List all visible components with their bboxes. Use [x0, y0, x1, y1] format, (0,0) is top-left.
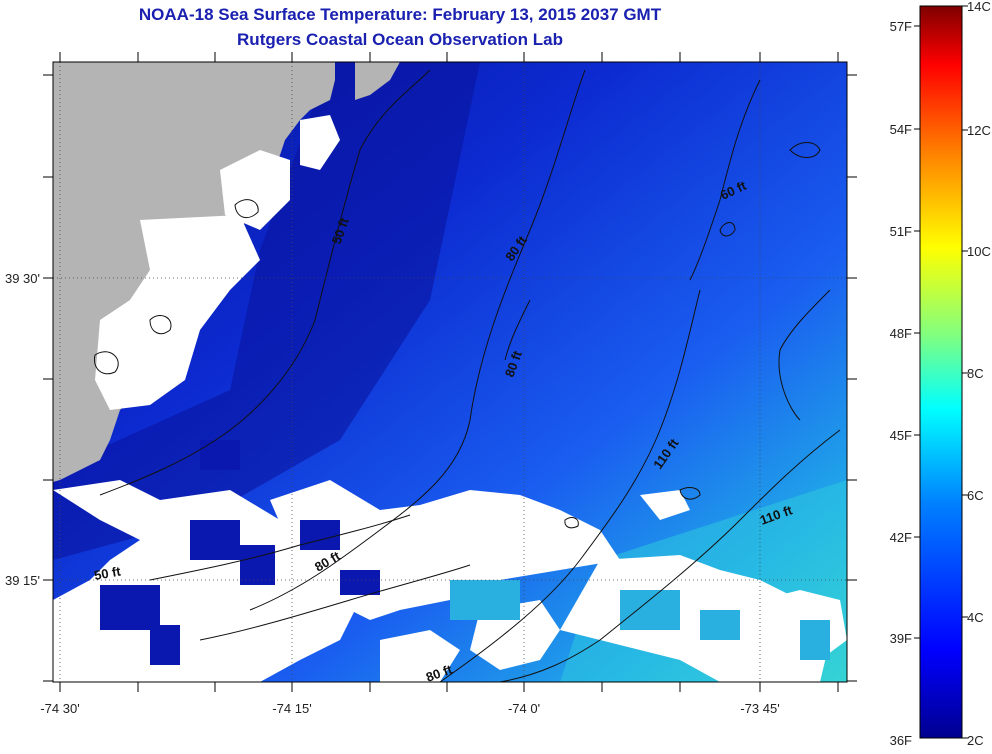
- land-fragment: [355, 62, 400, 100]
- x-tick-label: -74 0': [508, 701, 540, 716]
- colorbar-c-label: 2C: [967, 733, 984, 748]
- colorbar-gradient: [919, 5, 963, 739]
- x-tick-label: -74 30': [40, 701, 79, 716]
- map-title: NOAA-18 Sea Surface Temperature: Februar…: [138, 5, 662, 24]
- colorbar-f-label: 39F: [890, 631, 912, 646]
- map-frame: [52, 61, 848, 683]
- contour-label: 50 ft: [93, 563, 123, 583]
- graticule: [53, 62, 847, 682]
- colorbar-c-label: 12C: [967, 123, 991, 138]
- warm-pixel-patches: [450, 580, 830, 660]
- y-tick-label: 39 30': [5, 271, 40, 286]
- colorbar-f-label: 45F: [890, 428, 912, 443]
- map-subtitle: Rutgers Coastal Ocean Observation Lab: [237, 30, 563, 49]
- colorbar-c-label: 4C: [967, 610, 984, 625]
- water-pixel-patches: [100, 440, 380, 665]
- map-area: 50 ft 80 ft 80 ft 60 ft 110 ft 110 ft 80…: [53, 62, 847, 682]
- colorbar-f-label: 42F: [890, 530, 912, 545]
- x-tick-label: -73 45': [740, 701, 779, 716]
- colorbar-c-label: 10C: [967, 244, 991, 259]
- colorbar-c-label: 8C: [967, 366, 984, 381]
- colorbar-f-label: 48F: [890, 326, 912, 341]
- colorbar-f-label: 54F: [890, 122, 912, 137]
- colorbar-c-label: 6C: [967, 488, 984, 503]
- colorbar-c-label: 14C: [967, 0, 991, 14]
- colorbar: 57F 54F 51F 48F 45F 42F 39F 36F 14C 12C …: [890, 0, 991, 748]
- bathymetry-contours: [93, 69, 841, 682]
- colorbar-f-label: 57F: [890, 19, 912, 34]
- colorbar-f-label: 36F: [890, 733, 912, 748]
- colorbar-f-label: 51F: [890, 224, 912, 239]
- axis-ticks: [43, 52, 857, 692]
- y-tick-label: 39 15': [5, 573, 40, 588]
- cold-inshore-water: [53, 62, 480, 560]
- x-tick-label: -74 15': [272, 701, 311, 716]
